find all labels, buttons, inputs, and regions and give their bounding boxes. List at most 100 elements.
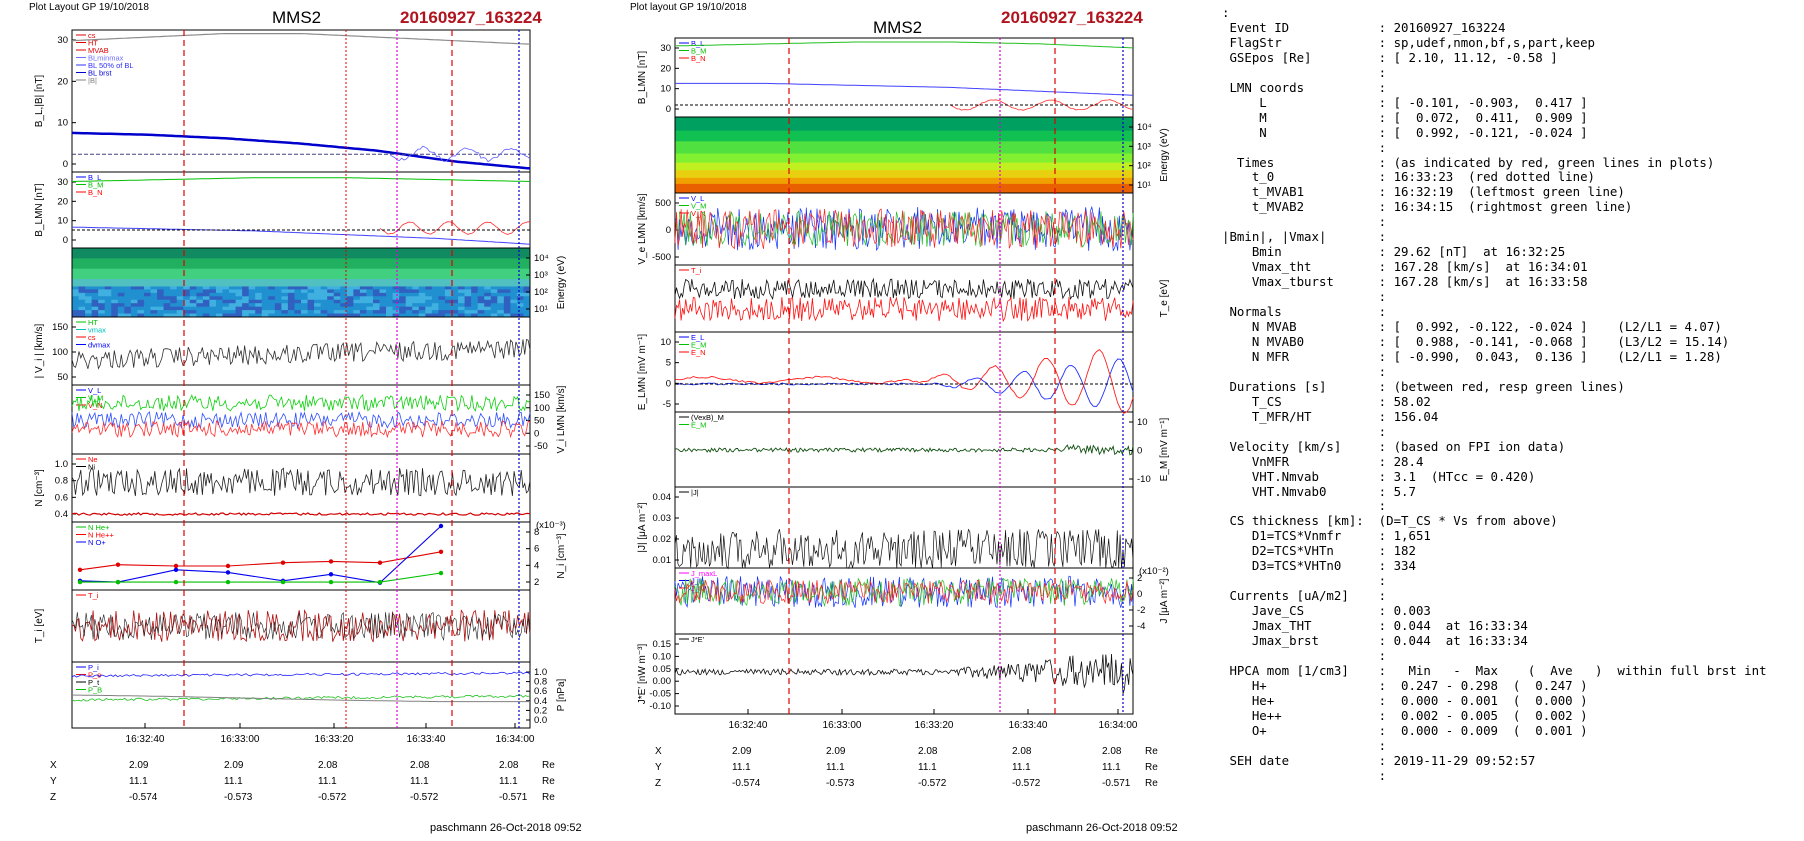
- spectrogram-cell: [98, 285, 106, 290]
- spectrogram-cell: [261, 292, 269, 297]
- y-tick-label: 30: [660, 43, 671, 54]
- spectrogram-cell: [176, 289, 184, 294]
- spectrogram-cell: [235, 292, 243, 297]
- spectrogram-cell: [464, 313, 472, 318]
- spectrogram-cell: [91, 285, 99, 290]
- spectrogram-cell: [392, 285, 400, 290]
- energy-spectrogram: [72, 248, 531, 318]
- y-tick-label: 0.4: [534, 696, 547, 707]
- spectrogram-cell: [261, 296, 269, 301]
- spectrogram-cell: [111, 306, 119, 311]
- spectrogram-cell: [359, 292, 367, 297]
- spectrogram-cell: [143, 292, 152, 297]
- trace-J: [674, 528, 1134, 570]
- spectrogram-cell: [229, 296, 237, 301]
- spectrogram-cell: [85, 299, 93, 304]
- spectrogram-cell: [372, 306, 381, 311]
- trace-Ne: [71, 512, 531, 516]
- y-tick-label: -50: [534, 441, 548, 452]
- spectrogram-band: [72, 248, 530, 259]
- spectrogram-cell: [229, 289, 237, 294]
- spectrogram-cell: [444, 299, 452, 304]
- legend-label: BLminmax: [88, 54, 124, 63]
- spectrogram-cell: [516, 310, 524, 315]
- spectrogram-cell: [386, 285, 394, 290]
- spectrogram-cell: [150, 306, 158, 311]
- legend-label: BL brst: [88, 69, 112, 78]
- y-tick-label: 10¹: [1137, 180, 1151, 191]
- spectrogram-cell: [209, 285, 217, 290]
- coord-unit: Re: [542, 760, 555, 771]
- y-tick-label: 10: [1137, 417, 1148, 428]
- spectrogram-cell: [510, 299, 518, 304]
- spectrogram-cell: [366, 310, 374, 315]
- spectrogram-cell: [183, 285, 191, 290]
- spectrogram-cell: [91, 292, 99, 297]
- legend-label: dvmax: [88, 341, 110, 350]
- spectrogram-cell: [202, 303, 210, 308]
- spectrogram-cell: [137, 289, 145, 294]
- y-tick-label: 10³: [1137, 141, 1151, 152]
- spectrogram-cell: [124, 306, 132, 311]
- spectrogram-cell: [242, 289, 250, 294]
- spectrogram-cell: [215, 313, 223, 318]
- spectrogram-cell: [163, 289, 171, 294]
- coord-unit: Re: [542, 776, 555, 787]
- time-tick-label: 16:32:40: [126, 734, 165, 745]
- spectrogram-cell: [458, 285, 466, 290]
- spectrogram-cell: [359, 285, 367, 290]
- spectrogram-band: [72, 258, 530, 270]
- spectrogram-cell: [202, 285, 210, 290]
- y-tick-label: 0.2: [534, 705, 547, 716]
- y-tick-label: 5: [666, 358, 671, 369]
- spectrogram-cell: [137, 292, 145, 297]
- spectrogram-cell: [104, 289, 112, 294]
- spectrogram-cell: [301, 296, 309, 301]
- spectrogram-cell: [255, 313, 263, 318]
- spectrogram-cell: [477, 303, 485, 308]
- spectrogram-cell: [301, 285, 309, 290]
- legend-label: HT: [88, 39, 98, 48]
- spectrogram-cell: [399, 289, 407, 294]
- spectrogram-cell: [294, 285, 302, 290]
- spectrogram-cell: [438, 289, 446, 294]
- legend-label: MVAB: [88, 46, 109, 55]
- coord-value: 11.1: [129, 776, 148, 787]
- spectrogram-cell: [202, 292, 210, 297]
- spectrogram-cell: [359, 313, 367, 318]
- spectrogram-cell: [346, 285, 354, 290]
- spectrogram-cell: [222, 289, 230, 294]
- trace-BL: [674, 41, 1134, 49]
- spectrogram-cell: [268, 296, 276, 301]
- legend-label: |J|: [691, 488, 699, 497]
- spectrogram-cell: [235, 303, 243, 308]
- spectrogram-cell: [281, 296, 289, 301]
- time-tick-label: 16:34:00: [1099, 720, 1138, 731]
- trace-VeL: [674, 205, 1134, 252]
- spectrogram-cell: [399, 310, 407, 315]
- y-tick-label: 10²: [534, 287, 548, 298]
- spectrogram-cell: [281, 303, 289, 308]
- spectrogram-cell: [405, 303, 413, 308]
- spectrogram-cell: [307, 313, 315, 318]
- spectrogram-cell: [399, 303, 407, 308]
- spectrogram-cell: [176, 306, 184, 311]
- spectrogram-cell: [333, 289, 341, 294]
- event-info-text: : Event ID : 20160927_163224 FlagStr : s…: [1222, 5, 1767, 783]
- spectrogram-cell: [301, 299, 309, 304]
- spectrogram-cell: [196, 289, 204, 294]
- spectrogram-cell: [202, 289, 210, 294]
- spectrogram-cell: [392, 292, 400, 297]
- spectrogram-cell: [268, 313, 276, 318]
- spectrogram-cell: [320, 285, 328, 290]
- spectrogram-cell: [222, 310, 230, 315]
- spectrogram-cell: [274, 313, 282, 318]
- spectrogram-cell: [307, 306, 315, 311]
- spectrogram-cell: [117, 285, 125, 290]
- spectrogram-cell: [431, 289, 439, 294]
- trace-JN: [674, 579, 1134, 605]
- spectrogram-cell: [340, 285, 348, 290]
- spectrogram-cell: [484, 299, 492, 304]
- spectrogram-cell: [438, 299, 446, 304]
- spectrogram-cell: [91, 289, 99, 294]
